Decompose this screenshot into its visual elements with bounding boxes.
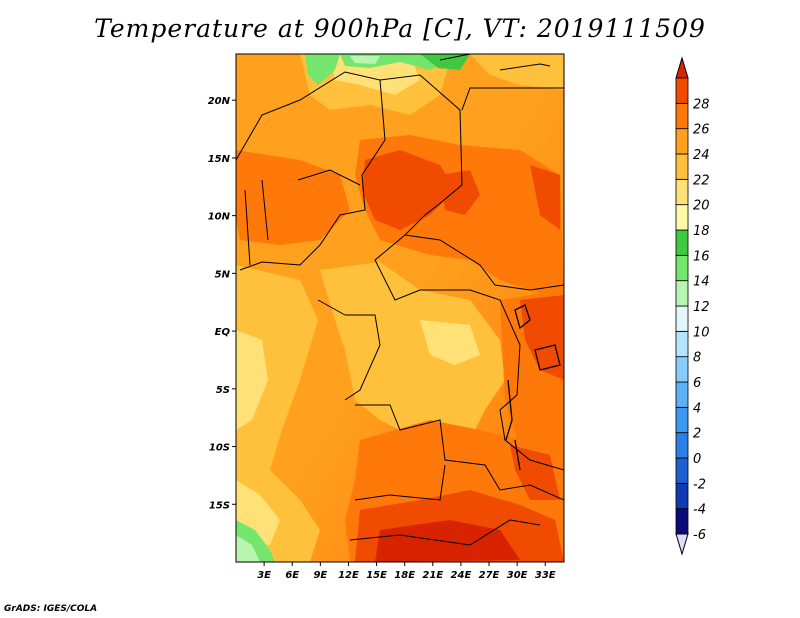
lat-tick-label: 15N (208, 154, 231, 165)
lon-tick-label: 9E (313, 570, 327, 581)
colorbar-swatch (675, 356, 689, 383)
colorbar-level-label: 16 (693, 249, 710, 264)
colorbar-level-label: 12 (693, 300, 710, 315)
colorbar-level-label: 10 (693, 325, 710, 340)
map-title: Temperature at 900hPa [C], VT: 201911150… (94, 14, 706, 43)
colorbar-level-label: 18 (693, 224, 710, 239)
colorbar-swatch (675, 128, 689, 155)
lat-tick-label: 10N (208, 212, 231, 223)
colorbar-level-label: 28 (693, 97, 710, 112)
colorbar-swatch (675, 305, 689, 332)
colorbar-level-label: 20 (693, 199, 710, 214)
colorbar-swatch (675, 508, 689, 535)
lon-tick-label: 24E (451, 570, 472, 581)
colorbar-swatch (675, 482, 689, 510)
colorbar-upper-arrow (675, 56, 689, 79)
lon-tick-label: 12E (338, 570, 359, 581)
lat-tick-label: 10S (209, 443, 230, 454)
colorbar-level-label: 22 (693, 173, 710, 188)
lat-tick-label: 5S (216, 385, 230, 396)
lon-tick-label: 21E (422, 570, 443, 581)
colorbar-level-label: 0 (693, 452, 701, 467)
lat-tick-label: 15S (209, 500, 230, 511)
temperature-field (236, 54, 564, 562)
colorbar-level-label: 26 (693, 123, 710, 138)
lon-tick-label: 33E (535, 570, 556, 581)
colorbar-level-label: -6 (693, 528, 706, 543)
lon-tick-label: 15E (366, 570, 387, 581)
lon-tick-label: 18E (394, 570, 415, 581)
lon-tick-label: 6E (285, 570, 299, 581)
colorbar-swatch (675, 178, 689, 206)
longitude-axis: 3E 6E 9E 12E 15E 18E 21E 24E 27E 30E 33E (257, 562, 556, 581)
credit-text: GrADS: IGES/COLA (4, 604, 98, 614)
lon-tick-label: 30E (507, 570, 528, 581)
lat-tick-label: 20N (208, 96, 231, 107)
colorbar-lower-arrow (675, 533, 689, 556)
colorbar-level-label: 8 (693, 351, 701, 366)
colorbar-swatch (675, 406, 689, 434)
colorbar-swatch (675, 254, 689, 282)
colorbar-swatch (675, 280, 689, 307)
colorbar-swatch (675, 77, 689, 104)
colorbar-level-label: 2 (693, 427, 701, 442)
colorbar-level-label: 14 (693, 275, 710, 290)
colorbar-level-label: 24 (693, 148, 710, 163)
colorbar-level-label: 6 (693, 376, 701, 391)
colorbar-swatch (675, 381, 689, 408)
map-frame (235, 53, 565, 563)
lat-tick-label: EQ (215, 327, 231, 338)
colorbar-swatch (675, 432, 689, 459)
colorbar-level-label: -4 (693, 503, 706, 518)
colorbar-swatch (675, 330, 689, 358)
colorbar-swatch (675, 102, 689, 130)
lat-tick-label: 5N (215, 269, 231, 280)
colorbar-level-label: 4 (693, 401, 701, 416)
latitude-axis: 20N 15N 10N 5N EQ 5S 10S 15S (208, 96, 236, 511)
colorbar-level-label: -2 (693, 477, 706, 492)
colorbar-swatch (675, 457, 689, 484)
lon-tick-label: 3E (257, 570, 271, 581)
lon-tick-label: 27E (479, 570, 500, 581)
colorbar-swatch (675, 229, 689, 256)
colorbar-swatch (675, 204, 689, 231)
colorbar-swatch (675, 153, 689, 180)
